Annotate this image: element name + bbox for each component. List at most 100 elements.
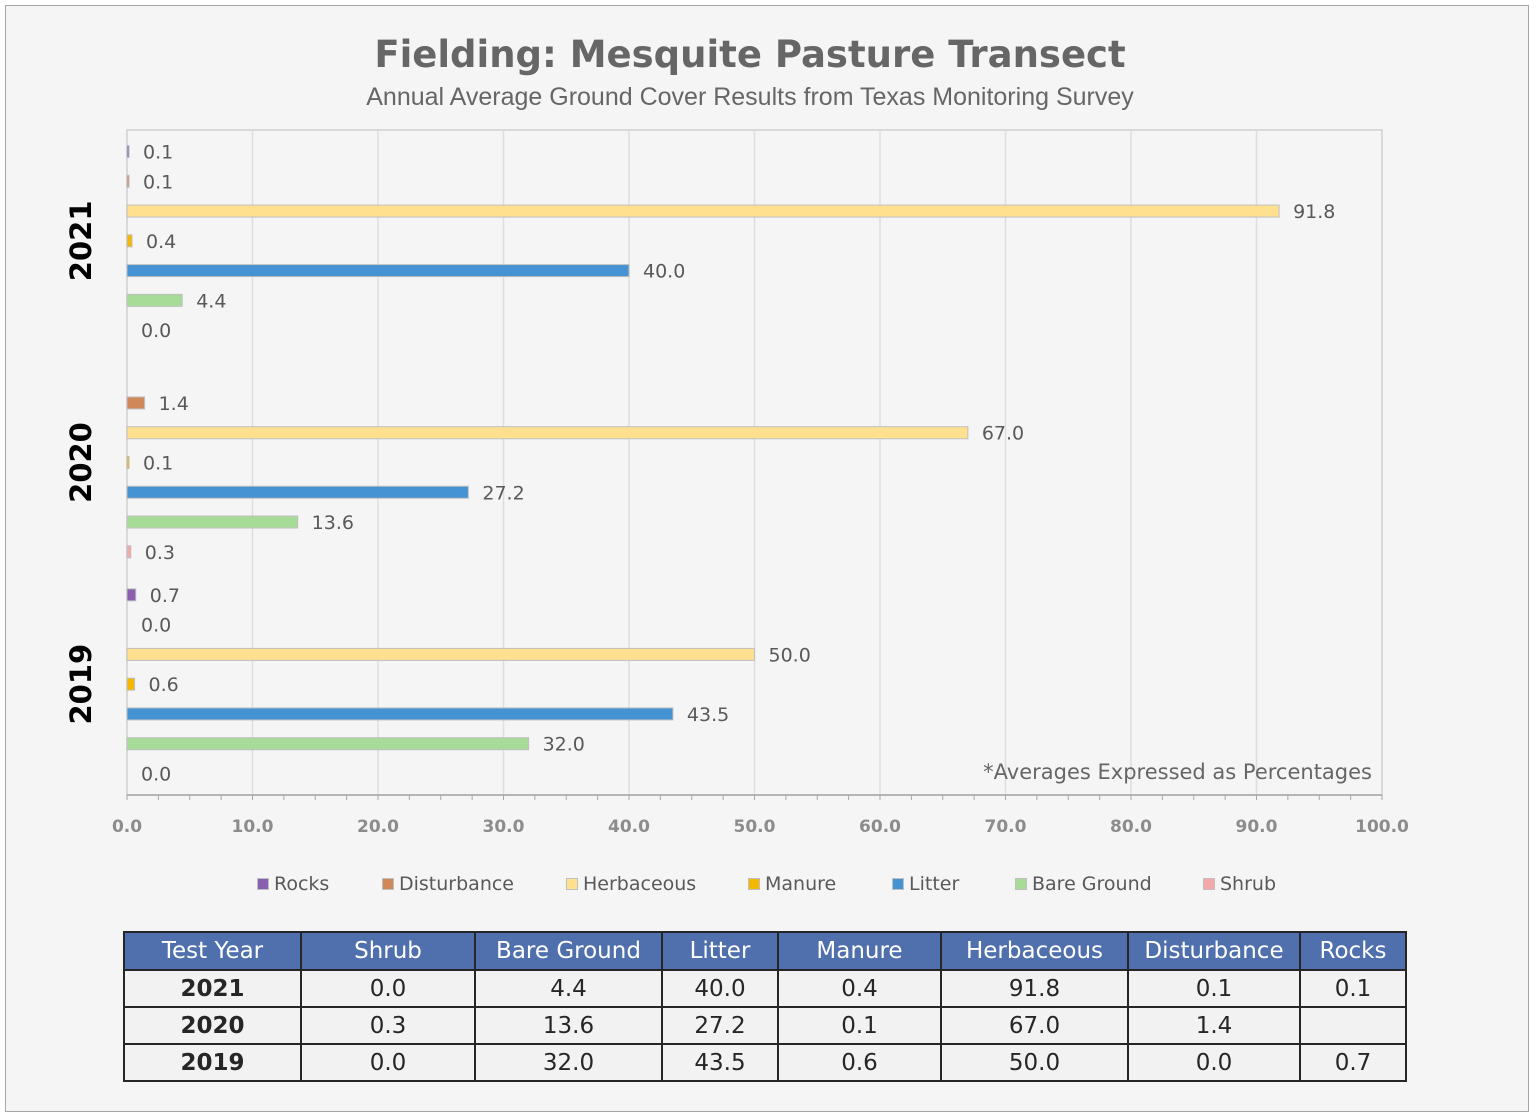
data-label: 27.2 bbox=[482, 482, 524, 504]
table-header-row: Test Year Shrub Bare Ground Litter Manure Her… bbox=[123, 931, 1407, 971]
bar-manure-2021 bbox=[126, 234, 133, 248]
legend-item-rocks: Rocks bbox=[257, 870, 329, 898]
table-cell: 43.5 bbox=[661, 1043, 779, 1082]
legend-label: Shrub bbox=[1220, 873, 1277, 895]
bar-herbaceous-2020 bbox=[126, 426, 969, 440]
table-header-test-year: Test Year bbox=[123, 931, 302, 971]
table-year-cell: 2019 bbox=[123, 1043, 302, 1082]
x-tick-label: 50.0 bbox=[734, 817, 776, 837]
legend-swatch bbox=[1015, 878, 1027, 890]
table-cell: 0.1 bbox=[1299, 969, 1407, 1008]
bar-manure-2019 bbox=[126, 677, 136, 691]
table-cell: 0.7 bbox=[1299, 1043, 1407, 1082]
legend-swatch bbox=[892, 878, 904, 890]
table-row: 2019 0.0 32.0 43.5 0.6 50.0 0.0 0.7 bbox=[123, 1043, 1407, 1082]
bar-shrub-2020 bbox=[126, 545, 132, 559]
data-label: 32.0 bbox=[543, 734, 585, 756]
table-cell: 32.0 bbox=[474, 1043, 663, 1082]
table-row: 2020 0.3 13.6 27.2 0.1 67.0 1.4 bbox=[123, 1006, 1407, 1045]
legend-label: Rocks bbox=[274, 873, 330, 895]
x-tick-label: 10.0 bbox=[232, 817, 274, 837]
chart-title: Fielding: Mesquite Pasture Transect bbox=[374, 33, 1125, 76]
chart-subtitle: Annual Average Ground Cover Results from… bbox=[366, 83, 1134, 111]
table-cell: 0.1 bbox=[777, 1006, 942, 1045]
data-label: 0.7 bbox=[150, 585, 180, 607]
legend-item-bare-ground: Bare Ground bbox=[1015, 870, 1152, 898]
bar-litter-2021 bbox=[126, 264, 630, 278]
data-label: 0.1 bbox=[143, 171, 173, 193]
bar-manure-2020 bbox=[126, 456, 130, 469]
table-year-cell: 2020 bbox=[123, 1006, 302, 1045]
bar-bare-ground-2021 bbox=[126, 293, 183, 307]
table-row: 2021 0.0 4.4 40.0 0.4 91.8 0.1 0.1 bbox=[123, 969, 1407, 1008]
chart-note: *Averages Expressed as Percentages bbox=[983, 760, 1372, 784]
legend-item-shrub: Shrub bbox=[1203, 870, 1276, 898]
data-label: 0.0 bbox=[141, 615, 171, 637]
bar-herbaceous-2019 bbox=[126, 647, 755, 661]
legend-label: Litter bbox=[909, 873, 960, 895]
x-tick-label: 60.0 bbox=[859, 817, 901, 837]
bar-litter-2019 bbox=[126, 707, 674, 721]
table-cell: 40.0 bbox=[661, 969, 779, 1008]
legend-swatch bbox=[1203, 878, 1215, 890]
legend-label: Manure bbox=[765, 873, 837, 895]
data-label: 0.4 bbox=[146, 231, 176, 253]
table-header-manure: Manure bbox=[777, 931, 942, 971]
table-cell: 0.6 bbox=[777, 1043, 942, 1082]
legend-item-manure: Manure bbox=[748, 870, 836, 898]
legend-label: Disturbance bbox=[399, 873, 514, 895]
bar-bare-ground-2019 bbox=[126, 737, 530, 751]
table-header-disturbance: Disturbance bbox=[1127, 931, 1301, 971]
y-category-label: 2021 bbox=[64, 200, 98, 281]
table-cell: 4.4 bbox=[474, 969, 663, 1008]
chart-plot: Fielding: Mesquite Pasture Transect Annu… bbox=[64, 33, 1409, 837]
data-label: 0.1 bbox=[143, 453, 173, 475]
legend-label: Bare Ground bbox=[1032, 873, 1152, 895]
data-table: Test Year Shrub Bare Ground Litter Manure Her… bbox=[123, 931, 1407, 1082]
table-header-rocks: Rocks bbox=[1299, 931, 1407, 971]
legend-item-herbaceous: Herbaceous bbox=[566, 870, 696, 898]
legend-swatch bbox=[382, 878, 394, 890]
table-cell: 0.0 bbox=[300, 969, 476, 1008]
x-tick-label: 100.0 bbox=[1355, 817, 1409, 837]
table-cell: 13.6 bbox=[474, 1006, 663, 1045]
legend-swatch bbox=[257, 878, 269, 890]
data-label: 4.4 bbox=[196, 290, 226, 312]
data-label: 40.0 bbox=[643, 261, 685, 283]
bar-rocks-2019 bbox=[126, 588, 137, 602]
table-cell: 50.0 bbox=[940, 1043, 1129, 1082]
bar-litter-2020 bbox=[126, 485, 469, 499]
y-category-label: 2020 bbox=[64, 422, 98, 503]
bar-rocks-2021 bbox=[126, 145, 130, 159]
data-label: 50.0 bbox=[769, 644, 811, 666]
data-label: 13.6 bbox=[312, 512, 354, 534]
x-tick-label: 90.0 bbox=[1236, 817, 1278, 837]
table-cell bbox=[1299, 1006, 1407, 1045]
x-tick-label: 80.0 bbox=[1110, 817, 1152, 837]
data-label: 0.0 bbox=[141, 763, 171, 785]
table-header-herbaceous: Herbaceous bbox=[940, 931, 1129, 971]
table-cell: 1.4 bbox=[1127, 1006, 1301, 1045]
legend-item-disturbance: Disturbance bbox=[382, 870, 514, 898]
table-cell: 27.2 bbox=[661, 1006, 779, 1045]
x-tick-label: 70.0 bbox=[985, 817, 1027, 837]
table-cell: 0.1 bbox=[1127, 969, 1301, 1008]
data-label: 91.8 bbox=[1293, 201, 1335, 223]
bar-disturbance-2020 bbox=[126, 396, 146, 410]
legend-swatch bbox=[566, 878, 578, 890]
legend-swatch bbox=[748, 878, 760, 890]
legend-item-litter: Litter bbox=[892, 870, 959, 898]
x-tick-label: 30.0 bbox=[483, 817, 525, 837]
table-cell: 0.3 bbox=[300, 1006, 476, 1045]
x-tick-label: 0.0 bbox=[112, 817, 142, 837]
data-label: 43.5 bbox=[687, 704, 729, 726]
table-header-bare-ground: Bare Ground bbox=[474, 931, 663, 971]
bar-herbaceous-2021 bbox=[126, 204, 1280, 218]
data-label: 1.4 bbox=[159, 393, 189, 415]
y-category-label: 2019 bbox=[64, 644, 98, 725]
table-cell: 67.0 bbox=[940, 1006, 1129, 1045]
data-label: 0.3 bbox=[145, 542, 175, 564]
bar-bare-ground-2020 bbox=[126, 515, 299, 529]
table-cell: 0.4 bbox=[777, 969, 942, 1008]
table-header-shrub: Shrub bbox=[300, 931, 476, 971]
